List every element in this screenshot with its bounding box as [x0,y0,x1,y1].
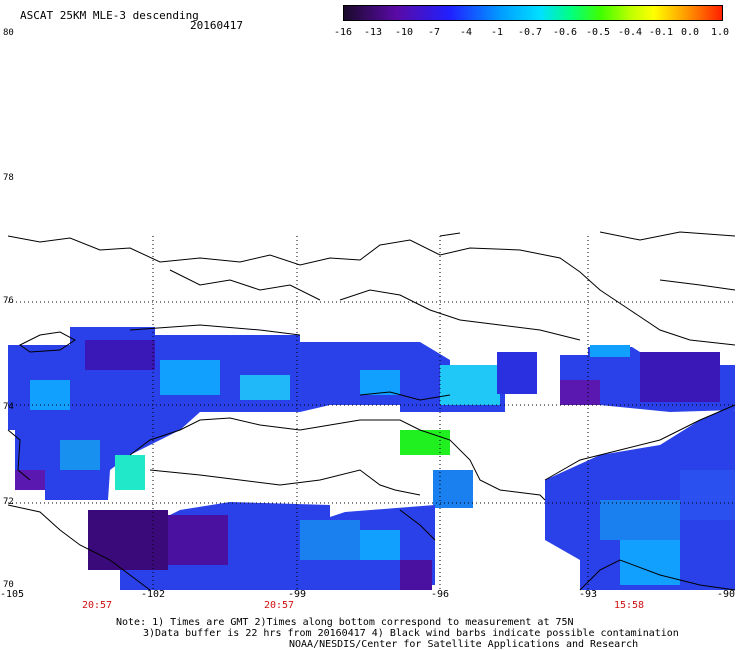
time-label: 20:57 [263,600,295,611]
colorbar-label: -0.1 [648,27,674,38]
time-label: 15:58 [613,600,645,611]
lon-label: -90 [716,589,736,600]
colorbar-label: -0.7 [517,27,543,38]
lon-label: -105 [0,589,25,600]
colorbar-label: 0.0 [680,27,700,38]
lon-label: -96 [430,589,450,600]
lon-label: -99 [287,589,307,600]
wind-data-patch [497,352,537,394]
colorbar-label: -16 [333,27,353,38]
lat-label: 74 [3,402,14,412]
note-line: 3)Data buffer is 22 hrs from 20160417 4)… [143,628,679,639]
lat-label: 72 [3,497,14,507]
coastline [7,231,736,591]
colorbar-label: -0.5 [585,27,611,38]
wind-data-region-south [88,502,435,590]
map-title: ASCAT 25KM MLE-3 descending [20,9,199,22]
colorbar-label: -0.6 [552,27,578,38]
lon-label: -102 [140,589,166,600]
colorbar-label: 1.0 [710,27,730,38]
lat-label: 80 [3,28,14,38]
wind-data-region-east [545,345,735,590]
graticule [8,236,735,590]
time-label: 20:57 [81,600,113,611]
lat-label: 78 [3,173,14,183]
map-date: 20160417 [190,19,243,32]
colorbar-label: -4 [459,27,473,38]
wind-data-patch-green [400,430,450,455]
credit-line: NOAA/NESDIS/Center for Satellite Applica… [289,639,639,650]
colorbar-label: -1 [490,27,504,38]
lat-label: 76 [3,296,14,306]
colorbar-label: -10 [394,27,414,38]
colorbar-label: -13 [363,27,383,38]
colorbar-label: -0.4 [617,27,643,38]
lon-label: -93 [578,589,598,600]
colorbar-label: -7 [427,27,441,38]
lat-label: 70 [3,580,14,590]
wind-data-patch [433,470,473,508]
note-line: Note: 1) Times are GMT 2)Times along bot… [116,617,574,628]
color-scale-bar [343,5,723,21]
wind-data-region-northwest [8,327,505,500]
